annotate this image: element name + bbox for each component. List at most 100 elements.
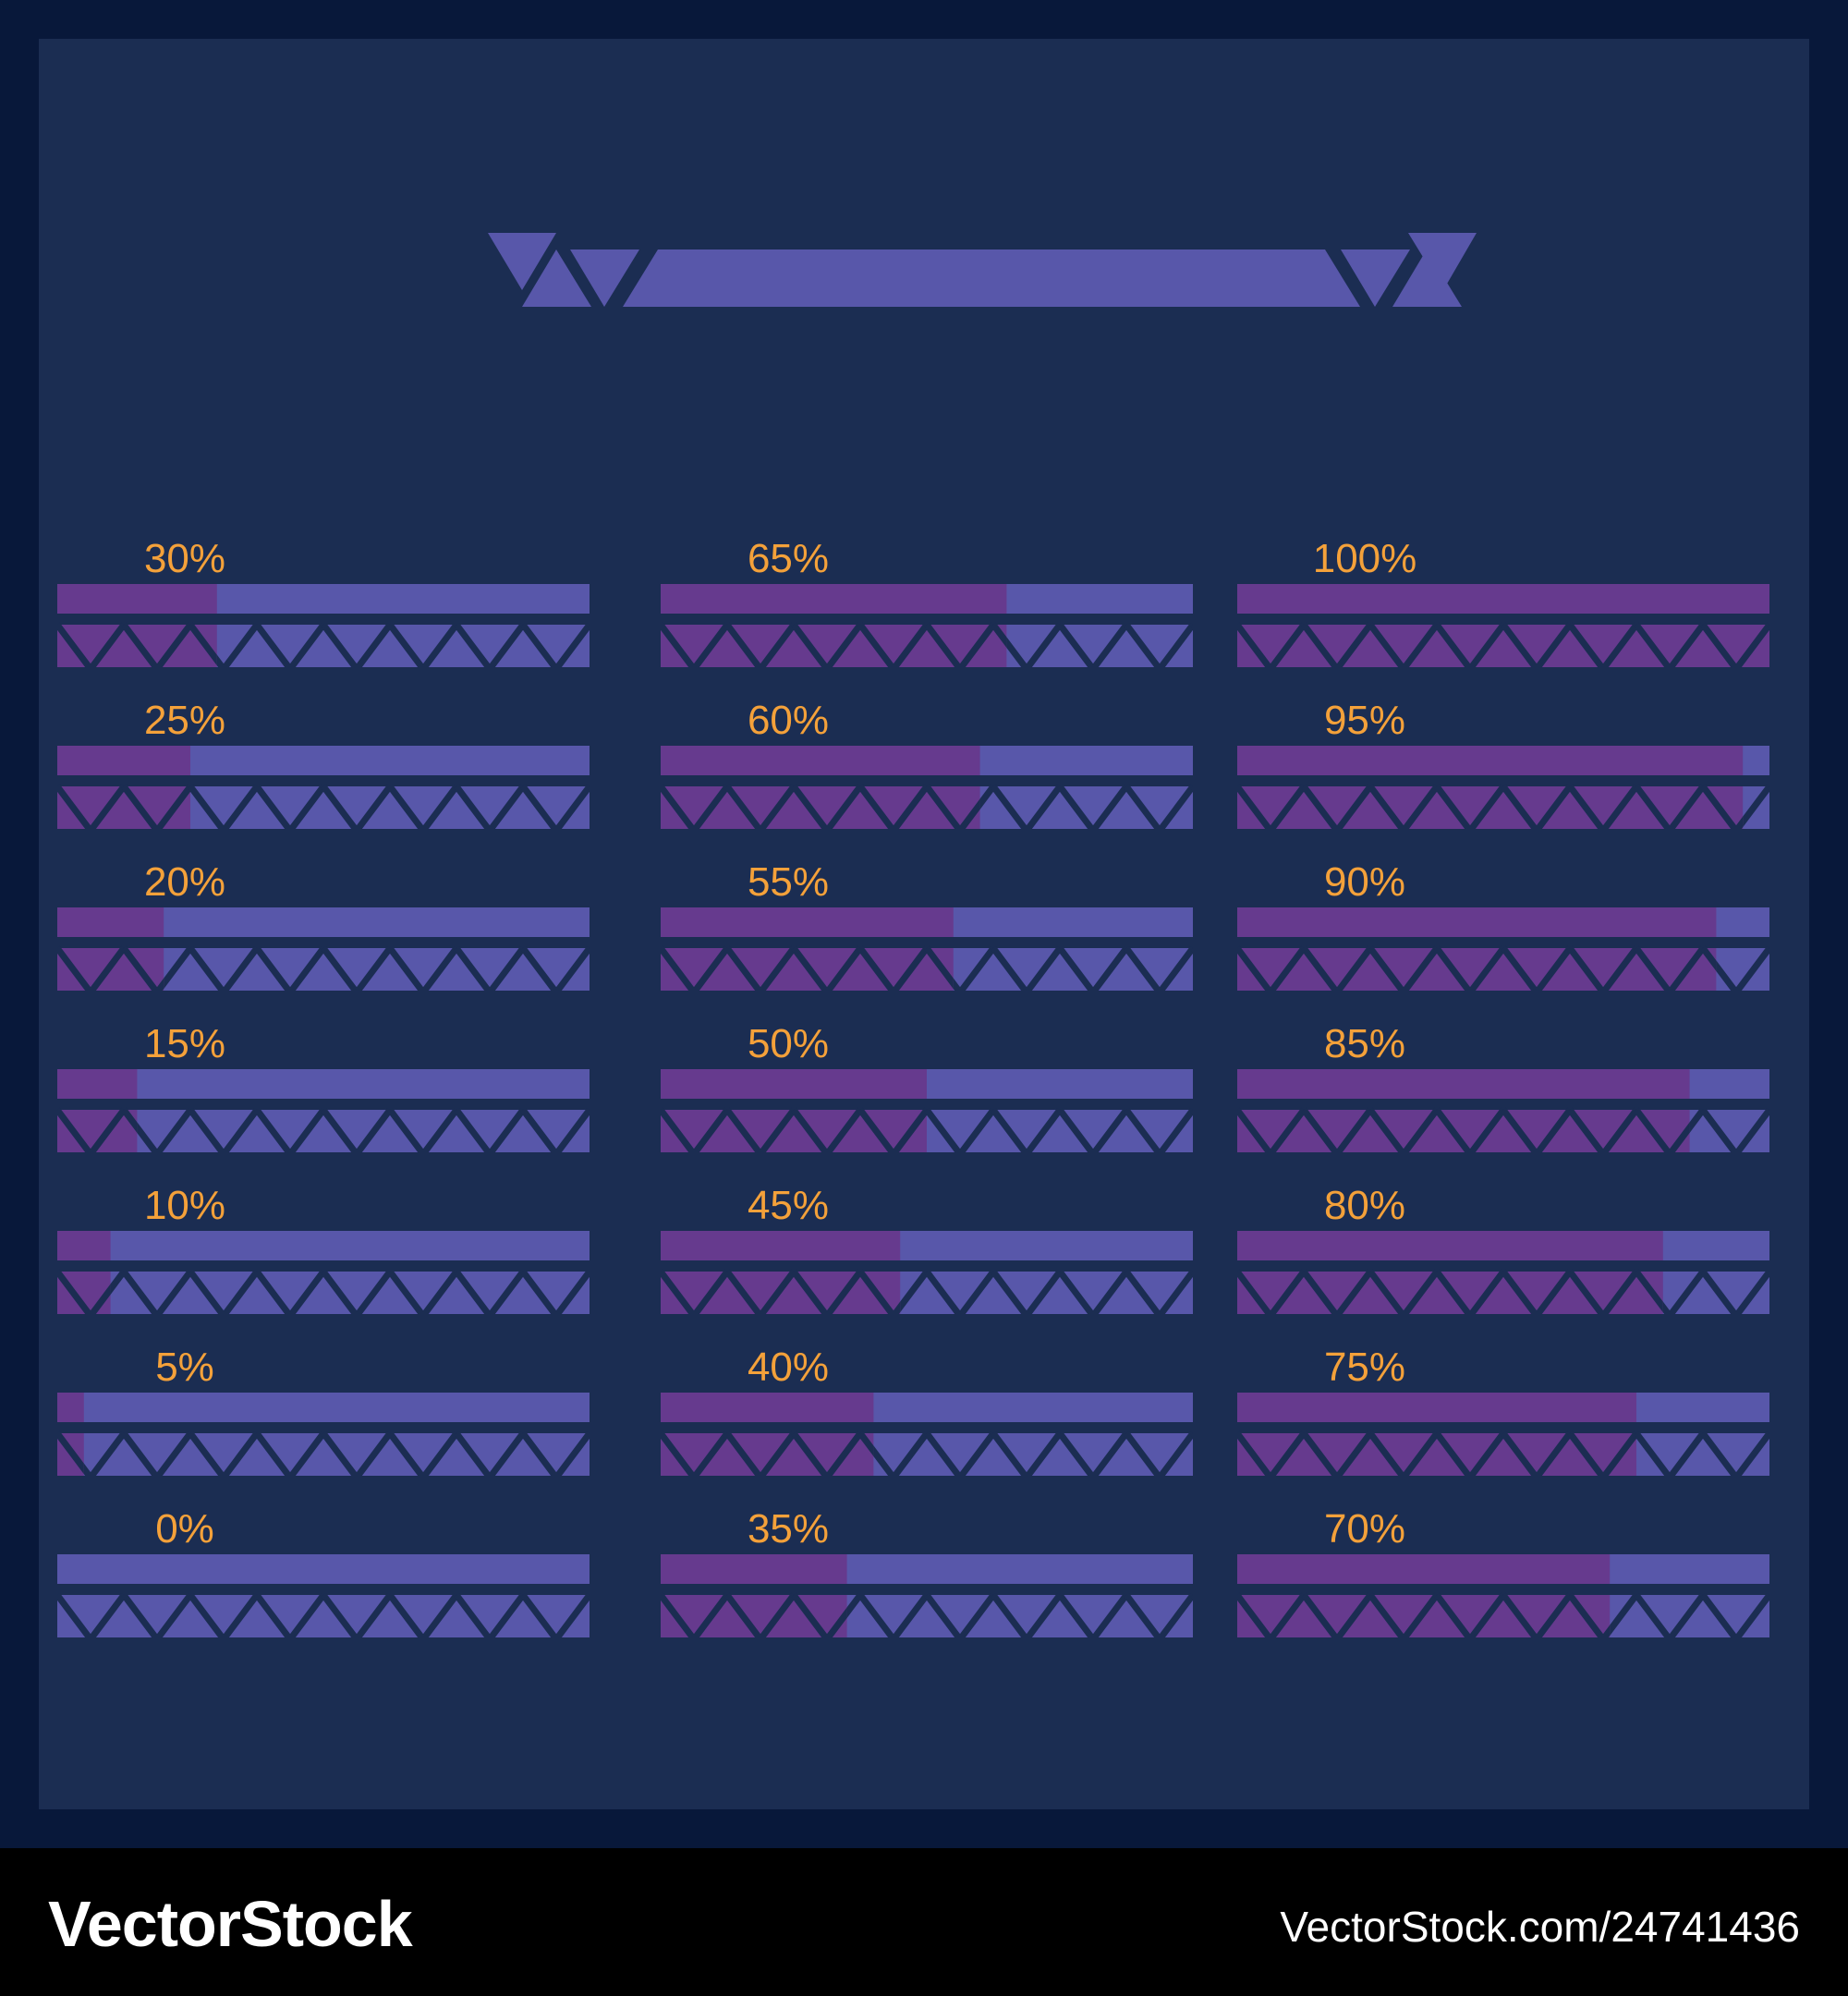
bar-graphic bbox=[1237, 1554, 1769, 1637]
triangle-divider bbox=[1700, 784, 1744, 829]
progress-bar-15: 15% bbox=[57, 1023, 590, 1152]
triangle-divider bbox=[1057, 1592, 1129, 1637]
triangle-divider bbox=[791, 1107, 863, 1152]
triangle-divider bbox=[1700, 1269, 1769, 1314]
triangle-strip-fill bbox=[661, 784, 980, 829]
triangle-divider bbox=[188, 1107, 260, 1152]
triangle-divider bbox=[254, 1107, 326, 1152]
triangle-strip-fill bbox=[1237, 945, 1717, 991]
progress-bar-45: 45% bbox=[661, 1185, 1193, 1314]
triangle-divider bbox=[1700, 1430, 1769, 1476]
triangle-divider bbox=[1434, 1592, 1506, 1637]
triangle-divider bbox=[321, 622, 393, 667]
bar-graphic bbox=[661, 1554, 1193, 1637]
percent-label: 100% bbox=[1312, 536, 1417, 581]
triangle-divider bbox=[1057, 1107, 1129, 1152]
bar-fill bbox=[1237, 907, 1717, 937]
bar-graphic bbox=[57, 1393, 590, 1476]
bar-graphic bbox=[57, 1554, 590, 1637]
triangle-strip-fill bbox=[57, 1269, 111, 1314]
bar-graphic bbox=[661, 584, 1193, 667]
triangle-divider bbox=[387, 1107, 459, 1152]
ribbon-center-band bbox=[623, 250, 1360, 307]
triangle-divider bbox=[1501, 1430, 1573, 1476]
triangle-divider bbox=[1368, 1430, 1440, 1476]
triangle-divider bbox=[724, 1107, 796, 1152]
triangle-divider bbox=[454, 784, 526, 829]
triangle-divider bbox=[661, 945, 730, 991]
triangle-strip-fill bbox=[1237, 784, 1744, 829]
triangle-divider bbox=[387, 945, 459, 991]
triangle-divider bbox=[1057, 1269, 1129, 1314]
triangle-divider bbox=[387, 1430, 459, 1476]
triangle-strip-fill bbox=[57, 622, 217, 667]
bar-track bbox=[57, 1393, 590, 1422]
triangle-divider bbox=[520, 1269, 590, 1314]
triangle-divider bbox=[454, 1269, 526, 1314]
triangle-divider bbox=[661, 1592, 730, 1637]
bar-graphic bbox=[661, 907, 1193, 991]
triangle-strip-fill bbox=[661, 622, 1007, 667]
progress-bar-50: 50% bbox=[661, 1023, 1193, 1152]
triangle-divider bbox=[1237, 1430, 1307, 1476]
triangle-divider bbox=[321, 784, 393, 829]
progress-bar-75: 75% bbox=[1237, 1345, 1769, 1476]
percent-label: 75% bbox=[1323, 1345, 1406, 1390]
triangle-divider bbox=[991, 1592, 1063, 1637]
bar-graphic bbox=[57, 1069, 590, 1152]
triangle-divider bbox=[857, 1592, 930, 1637]
bar-graphic bbox=[57, 584, 590, 667]
triangle-strip-fill bbox=[1237, 1269, 1663, 1314]
triangle-divider bbox=[857, 784, 930, 829]
triangle-divider bbox=[1634, 1430, 1706, 1476]
bar-fill bbox=[661, 746, 980, 775]
triangle-divider bbox=[1237, 945, 1307, 991]
triangle-divider bbox=[1634, 1269, 1663, 1313]
triangle-divider bbox=[1434, 1269, 1506, 1314]
bar-fill bbox=[661, 1393, 874, 1422]
triangle-strip-fill bbox=[57, 945, 164, 991]
bar-fill bbox=[1237, 746, 1744, 775]
triangle-divider bbox=[1237, 1269, 1307, 1314]
footer: VectorStock VectorStock.com/24741436 bbox=[0, 1848, 1848, 1996]
percent-label: 65% bbox=[747, 536, 830, 581]
bar-fill bbox=[661, 1231, 901, 1260]
triangle-divider bbox=[661, 1269, 730, 1314]
triangle-divider bbox=[1124, 945, 1193, 991]
bar-fill bbox=[1237, 1554, 1611, 1584]
triangle-divider bbox=[724, 622, 796, 667]
triangle-divider bbox=[454, 1592, 526, 1637]
triangle-divider bbox=[1567, 1107, 1639, 1152]
triangle-divider bbox=[121, 784, 190, 829]
triangle-divider bbox=[1700, 622, 1769, 667]
triangle-divider bbox=[1368, 945, 1440, 991]
triangle-divider bbox=[857, 1107, 927, 1152]
triangle-divider bbox=[1301, 1430, 1373, 1476]
triangle-divider bbox=[57, 1269, 111, 1314]
triangle-divider bbox=[57, 622, 127, 667]
progress-bar-70: 70% bbox=[1237, 1508, 1769, 1637]
triangle-divider bbox=[1501, 945, 1573, 991]
triangle-divider bbox=[991, 945, 1063, 991]
bar-graphic bbox=[57, 1231, 590, 1314]
bar-graphic bbox=[661, 1069, 1193, 1152]
triangle-divider bbox=[121, 622, 193, 667]
bar-track bbox=[57, 1231, 590, 1260]
triangle-divider bbox=[791, 622, 863, 667]
triangle-divider bbox=[661, 622, 730, 667]
ribbon-left-up-triangle bbox=[522, 250, 591, 307]
triangle-divider bbox=[321, 1430, 393, 1476]
percent-label: 95% bbox=[1323, 698, 1406, 743]
triangle-divider bbox=[791, 945, 863, 991]
triangle-divider bbox=[387, 622, 459, 667]
triangle-divider bbox=[57, 945, 127, 991]
triangle-divider bbox=[991, 622, 1007, 649]
triangle-divider bbox=[1057, 1430, 1129, 1476]
triangle-divider bbox=[188, 1592, 260, 1637]
triangle-divider bbox=[188, 1430, 260, 1476]
progress-bar-100: 100% bbox=[1237, 536, 1769, 667]
percent-label: 40% bbox=[747, 1345, 830, 1390]
triangle-divider bbox=[924, 1430, 996, 1476]
bar-fill bbox=[1237, 1393, 1636, 1422]
progress-bar-0: 0% bbox=[57, 1508, 590, 1637]
